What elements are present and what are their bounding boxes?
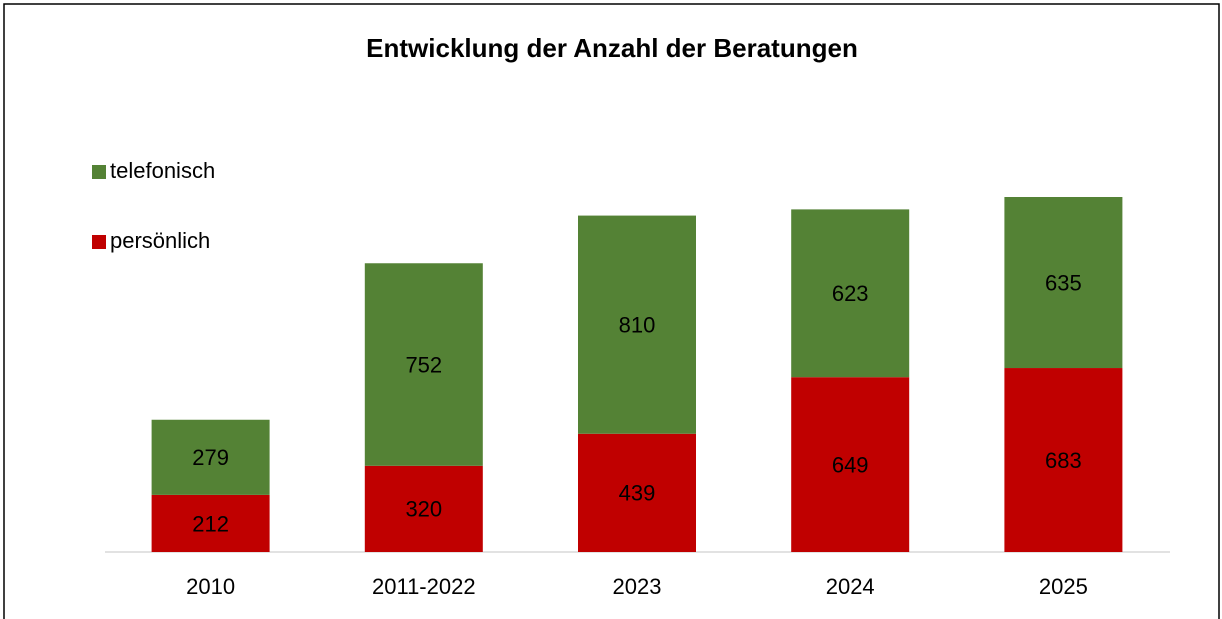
data-label: 212 [192, 511, 229, 536]
bar-segment [151, 419, 270, 495]
chart-title: Entwicklung der Anzahl der Beratungen [366, 33, 858, 63]
x-tick-label: 2024 [826, 574, 875, 599]
data-label: 320 [405, 497, 442, 522]
bar-segment [151, 494, 270, 552]
bar-segment [364, 263, 483, 466]
bar-segment [1004, 197, 1123, 369]
bar-segment [578, 215, 696, 434]
bar-segment [791, 209, 910, 378]
x-tick-label: 2023 [613, 574, 662, 599]
x-tick-label: 2011-2022 [372, 574, 476, 599]
bar-segment [364, 465, 483, 552]
legend-swatch [92, 235, 106, 249]
data-label: 649 [832, 452, 869, 477]
legend-label: telefonisch [110, 158, 215, 183]
data-label: 635 [1045, 270, 1082, 295]
x-tick-label: 2010 [186, 574, 235, 599]
bar-segment [1004, 368, 1123, 552]
bar-segment [578, 433, 696, 552]
data-label: 810 [619, 312, 656, 337]
data-label: 752 [405, 352, 442, 377]
legend-label: persönlich [110, 228, 210, 253]
bar-segment [791, 377, 910, 552]
data-label: 439 [619, 481, 656, 506]
x-tick-label: 2025 [1039, 574, 1088, 599]
legend-swatch [92, 165, 106, 179]
data-label: 683 [1045, 448, 1082, 473]
frame [3, 3, 1220, 619]
data-label: 623 [832, 281, 869, 306]
data-label: 279 [192, 445, 229, 470]
